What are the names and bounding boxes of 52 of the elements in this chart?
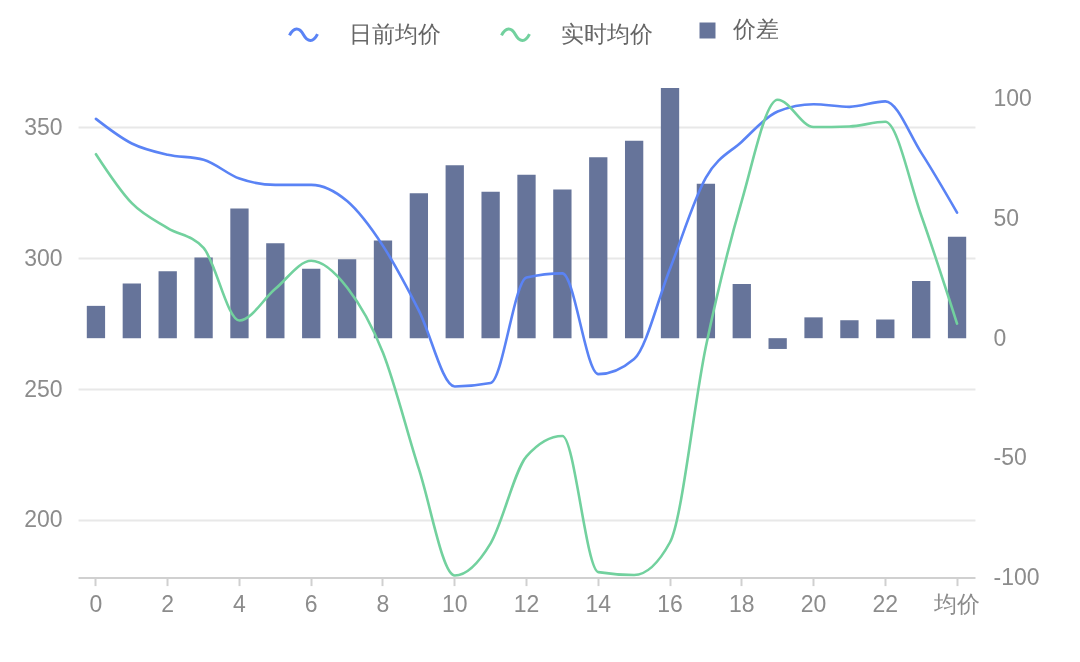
y-tick-label: 250 xyxy=(24,375,63,402)
legend-label: 实时均价 xyxy=(561,20,653,47)
bar xyxy=(660,88,680,339)
bar xyxy=(840,320,859,339)
bar xyxy=(86,305,106,339)
bar xyxy=(589,157,608,339)
x-tick-label: 18 xyxy=(728,591,755,618)
bar xyxy=(876,319,895,339)
x-tick-label: 0 xyxy=(89,591,103,618)
bar xyxy=(804,317,823,339)
y2-tick-label: 100 xyxy=(993,85,1032,112)
y2-tick-label: 50 xyxy=(993,204,1020,231)
line-series xyxy=(94,100,959,388)
bar xyxy=(768,338,787,349)
bar xyxy=(266,243,285,339)
bar xyxy=(624,140,644,339)
bar xyxy=(912,280,931,339)
bar xyxy=(445,165,464,339)
x-tick-label: 16 xyxy=(657,591,683,618)
x-tick-label: 10 xyxy=(441,591,468,618)
y-tick-label: 300 xyxy=(24,244,63,271)
bar xyxy=(409,193,429,339)
x-tick-label: 12 xyxy=(513,591,540,618)
bar xyxy=(158,271,177,339)
x-tick-label: 4 xyxy=(233,591,247,618)
y2-tick-label: -50 xyxy=(993,444,1027,471)
bar xyxy=(302,268,321,339)
bar xyxy=(373,240,393,339)
bar xyxy=(337,259,357,339)
x-tick-label: 20 xyxy=(800,591,827,618)
y2-tick-label: -100 xyxy=(993,564,1040,591)
bar xyxy=(230,208,249,339)
bar xyxy=(696,183,716,339)
x-tick-label: 均价 xyxy=(933,591,981,618)
bar xyxy=(517,174,536,339)
bar xyxy=(553,189,572,339)
x-tick-label: 22 xyxy=(872,591,899,618)
legend-label: 价差 xyxy=(732,16,779,43)
x-tick-label: 8 xyxy=(376,591,390,618)
x-tick-label: 14 xyxy=(585,591,612,618)
y-tick-label: 200 xyxy=(24,506,63,533)
x-tick-label: 2 xyxy=(161,591,175,618)
x-tick-label: 6 xyxy=(304,591,318,618)
bar xyxy=(481,191,500,339)
line-series xyxy=(94,98,959,577)
legend-label: 日前均价 xyxy=(349,20,441,47)
bar xyxy=(732,284,751,339)
bar xyxy=(194,257,213,339)
y-tick-label: 350 xyxy=(24,113,63,140)
bar xyxy=(947,236,967,339)
y2-tick-label: 0 xyxy=(993,324,1007,351)
bar xyxy=(122,283,141,339)
